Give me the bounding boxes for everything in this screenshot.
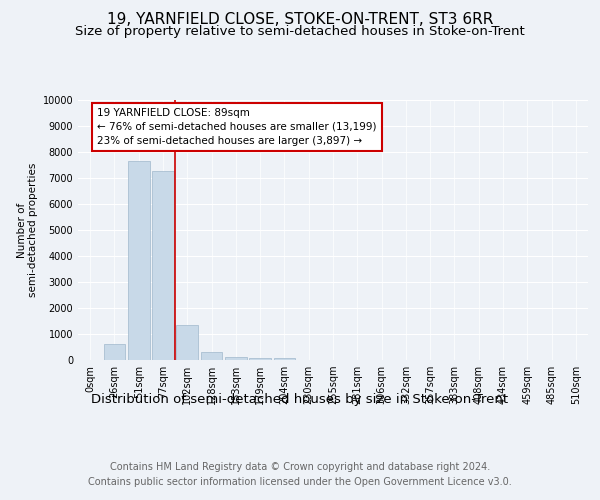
Bar (176, 325, 198, 360)
Text: Contains HM Land Registry data © Crown copyright and database right 2024.
Contai: Contains HM Land Registry data © Crown c… (88, 462, 512, 487)
Bar (152, 172, 174, 360)
Bar (249, 358, 271, 360)
Bar (200, 352, 223, 360)
Bar (225, 356, 247, 360)
Text: Distribution of semi-detached houses by size in Stoke-on-Trent: Distribution of semi-detached houses by … (91, 392, 509, 406)
Text: 19, YARNFIELD CLOSE, STOKE-ON-TRENT, ST3 6RR: 19, YARNFIELD CLOSE, STOKE-ON-TRENT, ST3… (107, 12, 493, 28)
Bar (274, 358, 295, 360)
Bar (128, 161, 149, 360)
Bar (104, 344, 125, 360)
Text: Size of property relative to semi-detached houses in Stoke-on-Trent: Size of property relative to semi-detach… (75, 25, 525, 38)
Text: 19 YARNFIELD CLOSE: 89sqm
← 76% of semi-detached houses are smaller (13,199)
23%: 19 YARNFIELD CLOSE: 89sqm ← 76% of semi-… (97, 108, 377, 146)
Y-axis label: Number of
semi-detached properties: Number of semi-detached properties (17, 163, 38, 297)
